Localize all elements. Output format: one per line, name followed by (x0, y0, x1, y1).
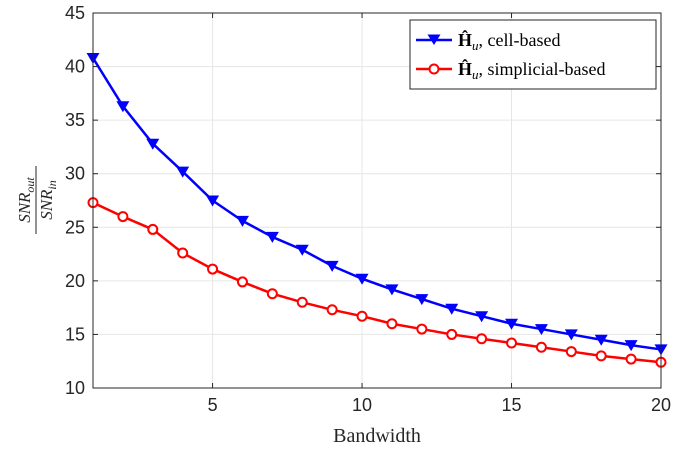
y-label-denominator-sub: in (45, 180, 59, 189)
data-point (296, 296, 308, 308)
y-tick-label: 30 (65, 164, 85, 184)
data-point (147, 223, 159, 235)
x-tick-label: 20 (651, 395, 671, 415)
data-point (506, 337, 518, 349)
data-point (295, 244, 309, 256)
y-tick-label: 40 (65, 57, 85, 77)
y-tick-label: 35 (65, 110, 85, 130)
legend-entry-cell-based: Ĥu, cell-based (416, 29, 560, 53)
legend-marker-triangle-down (427, 34, 441, 45)
x-tick-label: 10 (352, 395, 372, 415)
data-point (475, 311, 489, 323)
legend-label-simplicial-suffix: , simplicial-based (479, 59, 606, 79)
y-label-numerator-sub: out (23, 177, 37, 193)
y-label-numerator: SNR (15, 192, 34, 223)
data-point (117, 211, 129, 223)
legend-label-cell-suffix: , cell-based (479, 30, 561, 50)
x-tick-label: 15 (502, 395, 522, 415)
legend-marker-circle (428, 63, 440, 75)
data-point (116, 101, 130, 113)
legend-label-cell-base: Ĥ (458, 29, 472, 50)
legend-box (409, 19, 657, 90)
axis-ticks (93, 12, 662, 389)
svg-text:Ĥu, simplicial-based: Ĥu, simplicial-based (458, 58, 605, 82)
data-point (476, 333, 488, 345)
data-point (625, 353, 637, 365)
data-point (624, 340, 638, 352)
data-point (206, 195, 220, 207)
svg-text:SNRin: SNRin (37, 180, 59, 220)
data-point (565, 346, 577, 358)
data-point (176, 166, 190, 178)
y-tick-label: 15 (65, 324, 85, 344)
data-point (446, 328, 458, 340)
series-simplicial-based (87, 197, 667, 368)
y-tick-label: 25 (65, 217, 85, 237)
data-point (207, 263, 219, 275)
data-point (385, 284, 399, 296)
y-tick-label: 10 (65, 378, 85, 398)
data-point (386, 318, 398, 330)
data-point (416, 323, 428, 335)
y-label-denominator: SNR (37, 189, 56, 220)
data-point (505, 318, 519, 330)
legend-label-cell-sub: u (472, 38, 479, 53)
data-point (445, 303, 459, 315)
legend-entry-simplicial-based: Ĥu, simplicial-based (416, 58, 605, 82)
y-axis-label: SNRout SNRin (15, 166, 59, 234)
y-tick-label: 45 (65, 3, 85, 23)
svg-text:Ĥu, cell-based: Ĥu, cell-based (458, 29, 560, 53)
data-point (177, 247, 189, 259)
plot-frame (92, 12, 662, 389)
data-point (266, 288, 278, 300)
y-tick-label: 20 (65, 271, 85, 291)
data-point (564, 329, 578, 341)
data-point (415, 294, 429, 306)
data-point (265, 231, 279, 243)
x-axis-label: Bandwidth (333, 425, 421, 447)
data-point (595, 350, 607, 362)
data-point (594, 334, 608, 346)
series-line (91, 57, 662, 351)
data-point (235, 215, 249, 227)
tick-labels: 5 10 15 20 10 15 20 25 30 35 40 45 (65, 3, 671, 415)
legend: Ĥu, cell-based Ĥu, simplicial-based (409, 19, 657, 90)
data-point (535, 341, 547, 353)
svg-text:SNRout: SNRout (15, 177, 37, 223)
data-point (326, 304, 338, 316)
data-point (236, 276, 248, 288)
data-point (356, 310, 368, 322)
data-point (325, 260, 339, 272)
legend-label-simplicial-sub: u (472, 67, 479, 82)
series-cell-based (86, 53, 668, 356)
data-point (534, 324, 548, 336)
series-layer (86, 53, 668, 368)
legend-label-simplicial-base: Ĥ (458, 58, 472, 79)
data-point (355, 273, 369, 285)
x-tick-label: 5 (208, 395, 218, 415)
data-point (146, 138, 160, 150)
